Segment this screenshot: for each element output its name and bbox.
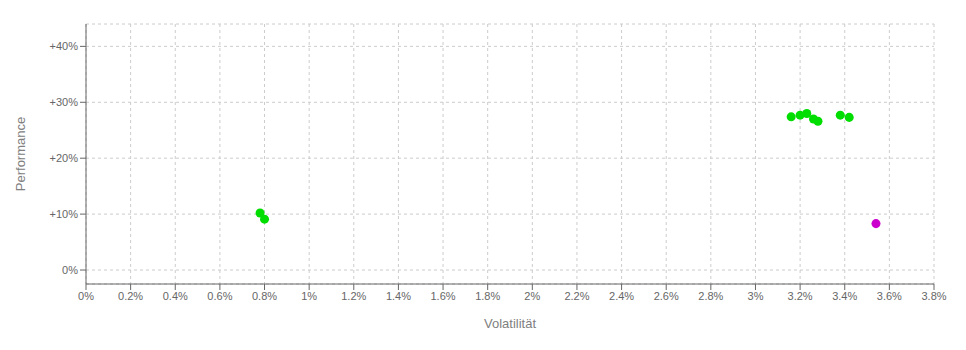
svg-text:3.2%: 3.2% bbox=[788, 290, 813, 302]
svg-text:0.2%: 0.2% bbox=[118, 290, 143, 302]
svg-text:1.6%: 1.6% bbox=[431, 290, 456, 302]
svg-text:3.4%: 3.4% bbox=[832, 290, 857, 302]
svg-text:3.6%: 3.6% bbox=[877, 290, 902, 302]
svg-text:2.4%: 2.4% bbox=[609, 290, 634, 302]
svg-text:1.2%: 1.2% bbox=[341, 290, 366, 302]
svg-text:0.4%: 0.4% bbox=[163, 290, 188, 302]
svg-text:2.8%: 2.8% bbox=[698, 290, 723, 302]
svg-text:1.4%: 1.4% bbox=[386, 290, 411, 302]
svg-text:0%: 0% bbox=[62, 264, 78, 276]
svg-text:0.6%: 0.6% bbox=[207, 290, 232, 302]
svg-text:1.8%: 1.8% bbox=[475, 290, 500, 302]
svg-text:1%: 1% bbox=[301, 290, 317, 302]
svg-text:3%: 3% bbox=[748, 290, 764, 302]
svg-text:Performance: Performance bbox=[13, 117, 28, 191]
svg-text:2.6%: 2.6% bbox=[654, 290, 679, 302]
svg-text:Volatilität: Volatilität bbox=[484, 316, 536, 331]
svg-text:+30%: +30% bbox=[50, 96, 79, 108]
svg-text:+40%: +40% bbox=[50, 40, 79, 52]
svg-text:2.2%: 2.2% bbox=[564, 290, 589, 302]
svg-text:3.8%: 3.8% bbox=[921, 290, 946, 302]
svg-text:+10%: +10% bbox=[50, 208, 79, 220]
svg-text:0.8%: 0.8% bbox=[252, 290, 277, 302]
svg-text:+20%: +20% bbox=[50, 152, 79, 164]
svg-text:0%: 0% bbox=[78, 290, 94, 302]
svg-text:2%: 2% bbox=[524, 290, 540, 302]
